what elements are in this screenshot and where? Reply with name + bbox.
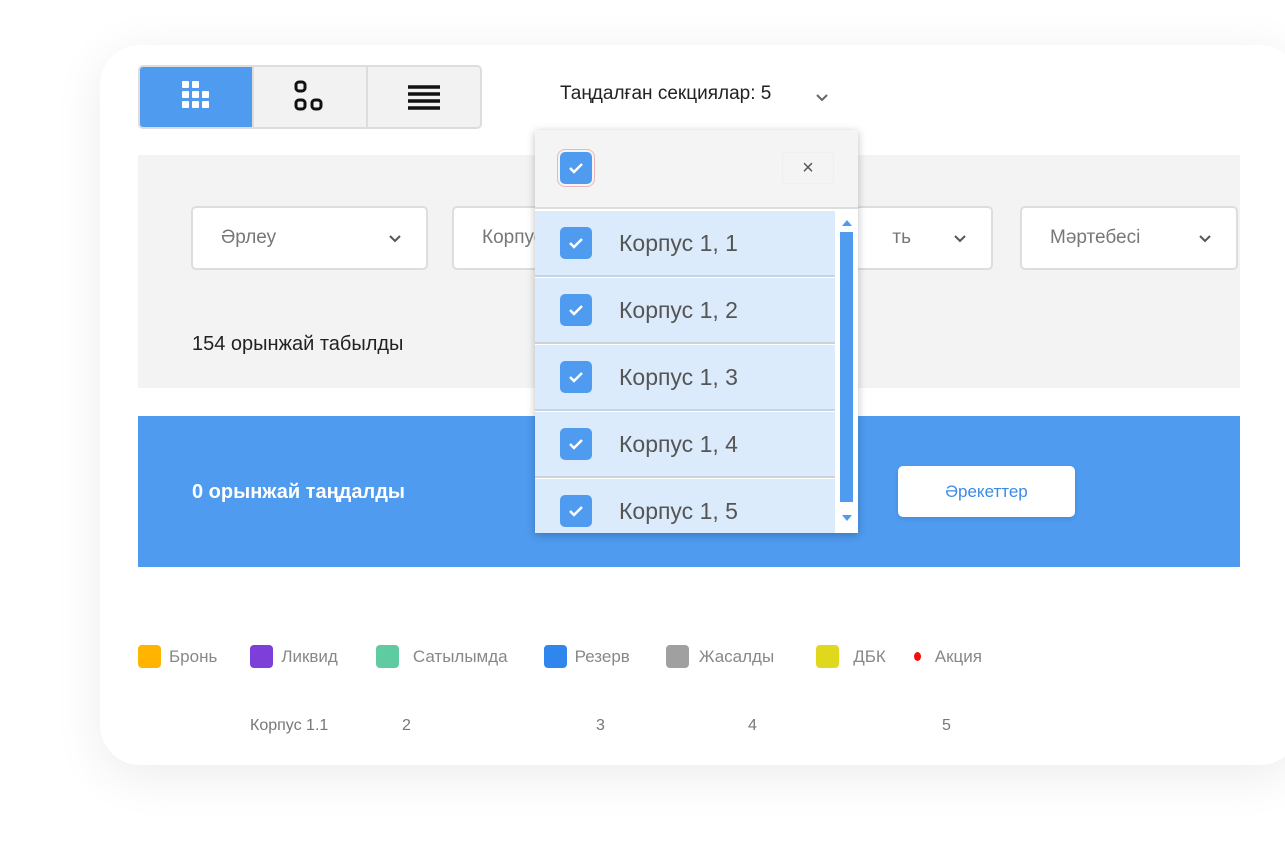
- filter-label: Мәртебесі: [1050, 227, 1141, 248]
- scroll-up-icon[interactable]: [841, 218, 853, 228]
- swatch: [375, 645, 399, 668]
- axis-label: Корпус 1.1: [250, 717, 329, 734]
- filter-finishing[interactable]: Әрлеу: [191, 206, 428, 270]
- grid-icon: [182, 81, 209, 108]
- swatch: [816, 645, 840, 668]
- legend-item: Жасалды: [665, 645, 775, 668]
- dropdown-item[interactable]: Корпус 1, 4: [535, 412, 835, 478]
- item-label: Корпус 1, 3: [619, 363, 738, 390]
- legend-item: Сатылымда: [375, 645, 508, 668]
- dot: [913, 652, 921, 661]
- legend-label: Жасалды: [698, 646, 775, 666]
- swatch: [138, 645, 161, 668]
- check-icon: [569, 163, 583, 174]
- selected-sections-label[interactable]: Таңдалған секциялар: 5: [560, 83, 772, 104]
- legend-item: ДБК: [816, 645, 886, 668]
- swatch: [250, 645, 274, 668]
- filter-label: Корпус: [482, 227, 544, 248]
- axis-label: 4: [748, 717, 757, 734]
- checkbox[interactable]: [560, 361, 592, 393]
- dropdown-item[interactable]: Корпус 1, 3: [535, 345, 835, 411]
- check-icon: [569, 439, 583, 450]
- dropdown-header: ×: [535, 130, 858, 209]
- found-count: 154 орынжай табылды: [192, 333, 404, 355]
- chevron-down-icon[interactable]: [813, 88, 831, 106]
- selected-count: 0 орынжай таңдалды: [192, 481, 405, 503]
- dropdown-item[interactable]: Корпус 1, 5: [535, 479, 835, 533]
- actions-button[interactable]: Әрекеттер: [898, 466, 1075, 517]
- filter-status[interactable]: Мәртебесі: [1020, 206, 1238, 270]
- blocks-view-button[interactable]: [254, 67, 368, 127]
- list-icon: [408, 85, 440, 110]
- select-all-checkbox[interactable]: [557, 149, 595, 187]
- filter-label: Әрлеу: [221, 227, 277, 248]
- legend-item: Ликвид: [250, 645, 338, 668]
- check-icon: [569, 372, 583, 383]
- axis-label: 3: [596, 717, 605, 734]
- legend-label: Акция: [934, 646, 982, 666]
- check-icon: [569, 238, 583, 249]
- blocks-icon: [294, 80, 323, 111]
- checkbox[interactable]: [560, 294, 592, 326]
- swatch: [543, 645, 567, 668]
- scroll-down-icon[interactable]: [841, 513, 853, 523]
- legend-label: Резерв: [574, 646, 630, 666]
- legend: Бронь Ликвид Сатылымда Резерв Жасалды ДБ…: [138, 645, 982, 668]
- checkbox[interactable]: [560, 428, 592, 460]
- dropdown-item[interactable]: Корпус 1, 2: [535, 278, 835, 344]
- item-label: Корпус 1, 5: [619, 497, 738, 524]
- grid-view-button[interactable]: [140, 67, 254, 127]
- view-toggle: [138, 65, 482, 129]
- legend-label: Бронь: [169, 646, 218, 666]
- item-label: Корпус 1, 1: [619, 229, 738, 256]
- chevron-down-icon: [1199, 235, 1211, 243]
- close-button[interactable]: ×: [782, 152, 834, 184]
- legend-item: Бронь: [138, 645, 217, 668]
- axis-label: 2: [402, 717, 411, 734]
- legend-label: ДБК: [853, 646, 886, 666]
- checkbox[interactable]: [560, 227, 592, 259]
- item-label: Корпус 1, 4: [619, 430, 738, 457]
- check-icon: [569, 506, 583, 517]
- list-view-button[interactable]: [368, 67, 480, 127]
- axis-label: 5: [942, 717, 951, 734]
- sections-dropdown: × Корпус 1, 1 Корпус 1, 2 Корпус 1, 3 Ко…: [535, 130, 858, 533]
- swatch: [665, 645, 689, 668]
- chevron-down-icon: [389, 235, 401, 243]
- item-label: Корпус 1, 2: [619, 296, 738, 323]
- dropdown-item[interactable]: Корпус 1, 1: [535, 211, 835, 277]
- filter-label: ть: [892, 227, 911, 248]
- legend-label: Ликвид: [281, 646, 338, 666]
- legend-item: Акция: [913, 646, 982, 667]
- legend-label: Сатылымда: [412, 646, 508, 666]
- check-icon: [569, 305, 583, 316]
- scrollbar-thumb[interactable]: [840, 232, 853, 502]
- checkbox[interactable]: [560, 495, 592, 527]
- chevron-down-icon: [954, 235, 966, 243]
- legend-item: Резерв: [543, 645, 630, 668]
